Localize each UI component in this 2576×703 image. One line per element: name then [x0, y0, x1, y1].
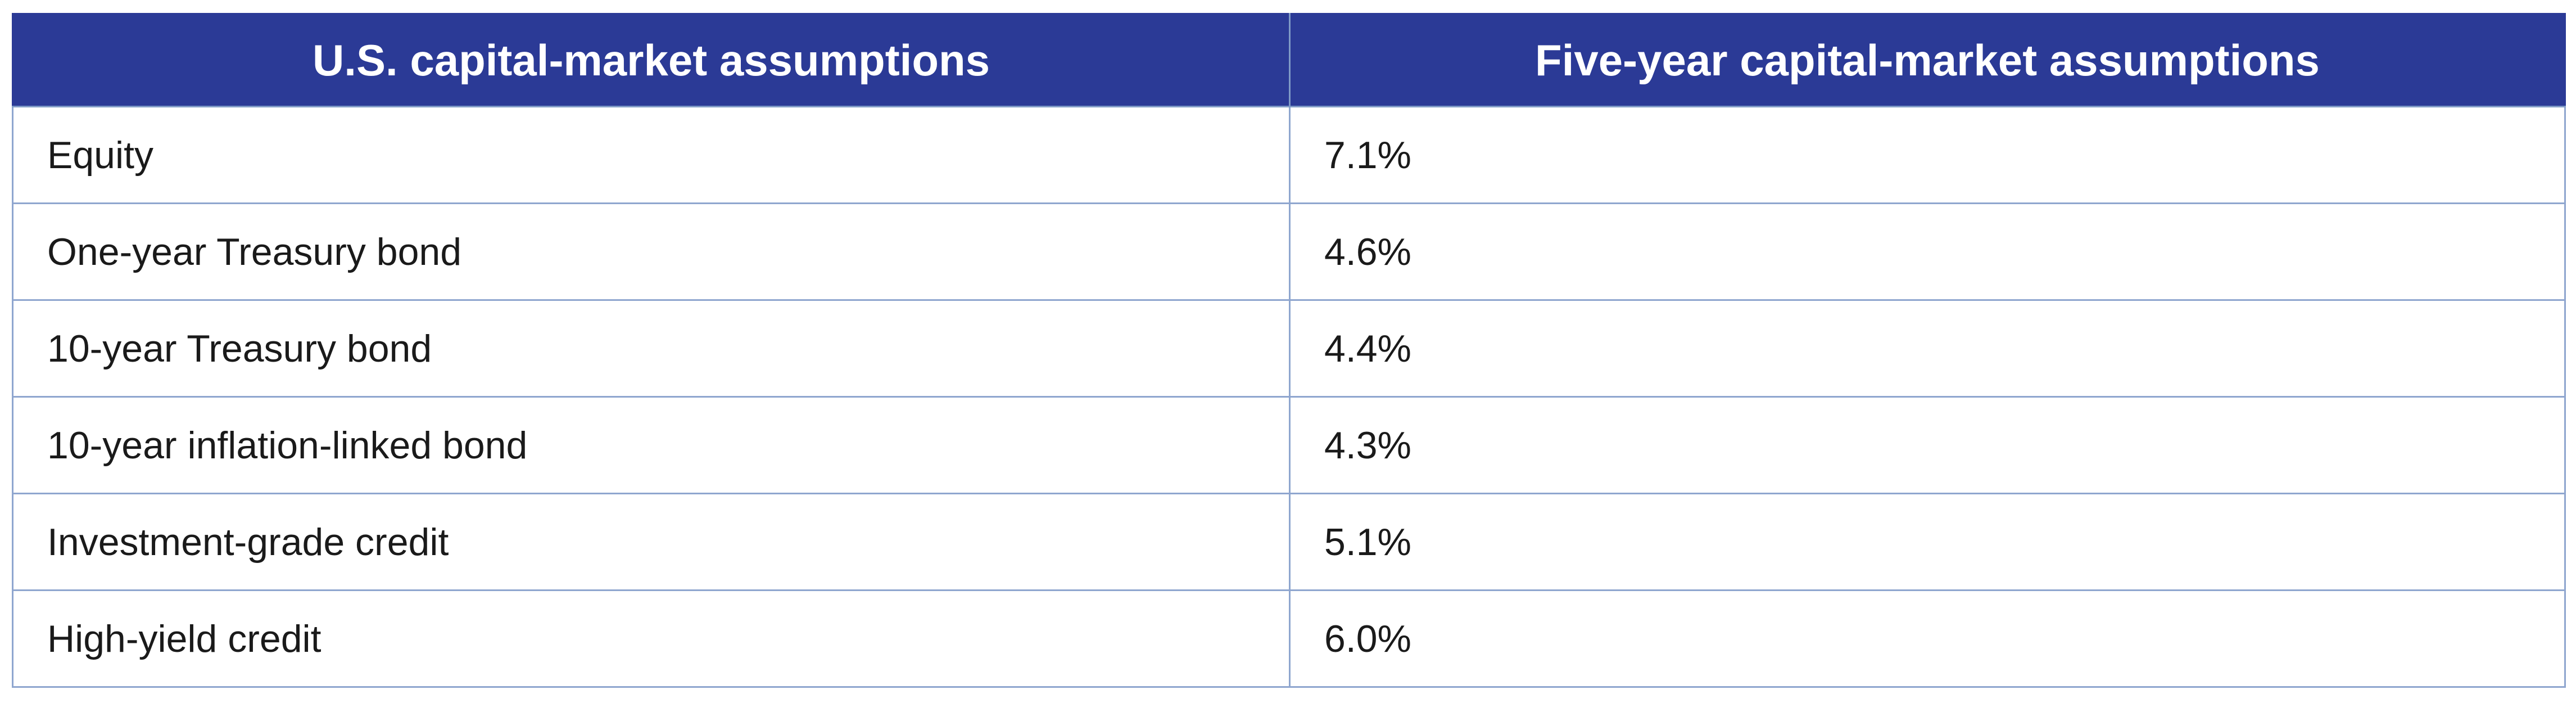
- table-row: High-yield credit 6.0%: [12, 589, 2566, 688]
- table-row: Equity 7.1%: [12, 106, 2566, 204]
- asset-class-cell: 10-year inflation-linked bond: [12, 396, 1291, 494]
- table-row: Investment-grade credit 5.1%: [12, 493, 2566, 591]
- asset-class-cell: High-yield credit: [12, 589, 1291, 688]
- table-row: One-year Treasury bond 4.6%: [12, 202, 2566, 301]
- asset-class-cell: Investment-grade credit: [12, 493, 1291, 591]
- column-header-asset-class: U.S. capital-market assumptions: [12, 13, 1291, 107]
- assumption-value-cell: 4.6%: [1289, 202, 2566, 301]
- asset-class-cell: 10-year Treasury bond: [12, 299, 1291, 398]
- capital-market-assumptions-table-container: U.S. capital-market assumptions Five-yea…: [12, 13, 2566, 688]
- assumption-value-cell: 6.0%: [1289, 589, 2566, 688]
- table-row: 10-year inflation-linked bond 4.3%: [12, 396, 2566, 494]
- assumption-value-cell: 4.3%: [1289, 396, 2566, 494]
- asset-class-cell: Equity: [12, 106, 1291, 204]
- asset-class-cell: One-year Treasury bond: [12, 202, 1291, 301]
- header-row: U.S. capital-market assumptions Five-yea…: [12, 13, 2566, 107]
- table-row: 10-year Treasury bond 4.4%: [12, 299, 2566, 398]
- column-header-five-year-assumption: Five-year capital-market assumptions: [1289, 13, 2566, 107]
- assumption-value-cell: 5.1%: [1289, 493, 2566, 591]
- assumption-value-cell: 4.4%: [1289, 299, 2566, 398]
- table-header: U.S. capital-market assumptions Five-yea…: [12, 13, 2566, 107]
- assumption-value-cell: 7.1%: [1289, 106, 2566, 204]
- capital-market-assumptions-table: U.S. capital-market assumptions Five-yea…: [12, 13, 2566, 688]
- table-body: Equity 7.1% One-year Treasury bond 4.6% …: [12, 106, 2566, 688]
